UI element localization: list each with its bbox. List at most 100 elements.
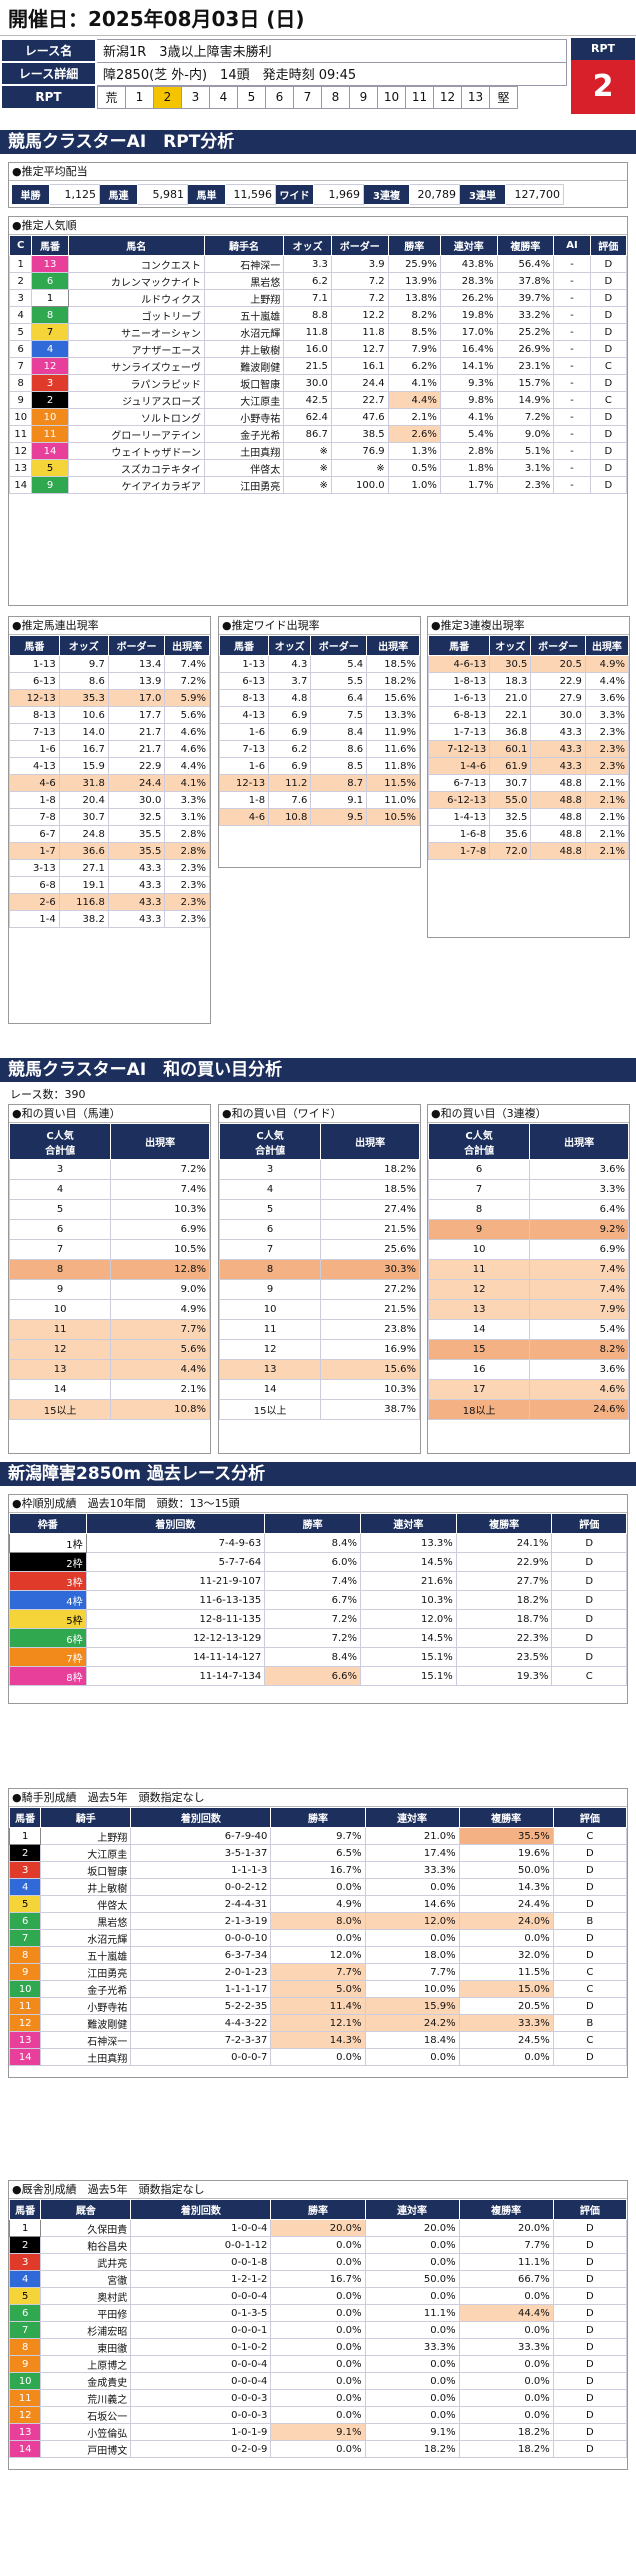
- table-cell: -: [553, 289, 591, 307]
- table-cell: 0.0%: [458, 2287, 554, 2305]
- table-cell: 10: [8, 1980, 42, 1998]
- table-cell: 18.3: [489, 672, 532, 690]
- table-row: 1-7-8 72.0 48.8 2.1%: [427, 842, 630, 860]
- table-cell: 0.0%: [270, 2321, 366, 2339]
- table-cell: 0-0-0-7: [130, 2048, 272, 2066]
- table-cell: 石神深一: [40, 2031, 132, 2049]
- table-cell: 12-13: [218, 774, 270, 792]
- table-cell: 2.6%: [387, 425, 441, 443]
- table-cell: 3.3: [283, 255, 332, 273]
- table-cell: 0.0%: [270, 2372, 366, 2390]
- table-cell: 15以上: [8, 1399, 112, 1420]
- table-row: 4 井上敏樹 0-0-2-12 0.0% 0.0% 14.3% D: [8, 1878, 628, 1896]
- table-cell: 35.5: [107, 842, 166, 860]
- table-cell: C: [551, 1666, 627, 1686]
- table-cell: 7-12-13: [427, 740, 491, 758]
- header-row: C人気 合計値 出現率: [427, 1123, 629, 1160]
- table-cell: 0-2-0-9: [130, 2440, 272, 2458]
- table-cell: D: [552, 2236, 628, 2254]
- table-row: 4-6-13 30.5 20.5 4.9%: [427, 655, 630, 673]
- col-header: 出現率: [110, 1123, 210, 1160]
- table-cell: 16.9%: [320, 1339, 420, 1360]
- table-cell: 7.2%: [164, 672, 210, 690]
- sum-umaren-table: C人気 合計値 出現率 3 7.2% 4 7.4% 5 10.3% 6 6.9% 7 10.5% 8 12…: [8, 1123, 210, 1420]
- table-cell: 38.2: [58, 910, 109, 928]
- table-cell: 17.7: [107, 706, 166, 724]
- table-cell: 9.7: [58, 655, 109, 673]
- table-cell: 0.0%: [364, 2236, 460, 2254]
- table-row: 3 坂口智康 1-1-1-3 16.7% 33.3% 50.0% D: [8, 1861, 628, 1879]
- table-cell: 33.3%: [458, 2338, 554, 2356]
- table-cell: D: [552, 2338, 628, 2356]
- table-row: 14 戸田博文 0-2-0-9 0.0% 18.2% 18.2% D: [8, 2440, 628, 2458]
- table-cell: 江田勇亮: [40, 1963, 132, 1981]
- table-cell: 0-1-0-2: [130, 2338, 272, 2356]
- table-cell: 4.4%: [164, 757, 210, 775]
- table-cell: D: [589, 408, 628, 426]
- table-cell: 10: [8, 408, 33, 426]
- table-cell: 8.4%: [264, 1533, 362, 1553]
- table-cell: D: [589, 255, 628, 273]
- table-cell: 31.8: [58, 774, 109, 792]
- table-row: 14 5.4%: [427, 1319, 629, 1340]
- col-header: オッズ: [283, 235, 332, 256]
- table-cell: 15.1%: [360, 1666, 457, 1686]
- payout-title: ●推定平均配当: [9, 163, 627, 181]
- table-cell: 0-0-0-4: [130, 2355, 272, 2373]
- table-cell: D: [589, 272, 628, 290]
- table-row: 4-6 10.8 9.5 10.5%: [218, 808, 420, 826]
- table-cell: 7.7%: [270, 1963, 366, 1981]
- table-cell: 25.2%: [496, 323, 555, 341]
- table-cell: 0-0-2-12: [130, 1878, 272, 1896]
- table-cell: 1: [8, 1827, 42, 1845]
- table-cell: 1-1-1-3: [130, 1861, 272, 1879]
- table-cell: 5.6%: [164, 706, 210, 724]
- table-cell: 江田勇亮: [203, 476, 285, 494]
- table-cell: 13: [31, 255, 69, 273]
- table-cell: 2.1%: [584, 825, 630, 843]
- table-cell: 72.0: [489, 842, 532, 860]
- col-header: 馬番: [9, 635, 60, 656]
- table-cell: 2: [8, 1844, 42, 1862]
- table-cell: 14.6%: [364, 1895, 460, 1913]
- table-row: 6-8-13 22.1 30.0 3.3%: [427, 706, 630, 724]
- table-cell: 11.1%: [458, 2253, 554, 2271]
- table-row: 11 7.7%: [8, 1319, 210, 1340]
- table-cell: 50.0%: [458, 1861, 554, 1879]
- table-row: 15以上 38.7%: [218, 1399, 420, 1420]
- table-cell: 6.2%: [387, 357, 441, 375]
- table-cell: 14: [8, 476, 33, 494]
- table-cell: 7.1: [283, 289, 332, 307]
- table-cell: D: [552, 2423, 628, 2441]
- table-cell: 20.4: [58, 791, 109, 809]
- col-header: AI: [553, 235, 591, 256]
- table-cell: D: [589, 323, 628, 341]
- rpt-value: 2: [571, 60, 635, 114]
- table-cell: 6枠: [9, 1628, 87, 1648]
- table-cell: C: [552, 1827, 628, 1845]
- table-cell: 0.0%: [270, 1929, 366, 1947]
- table-cell: ケイアイカラギア: [67, 476, 205, 494]
- table-cell: 1-8: [9, 791, 60, 809]
- sum-trio-box: ●和の買い目（3連複） C人気 合計値 出現率 6 3.6% 7 3.3% 8 6.4% 9 9.…: [427, 1104, 630, 1454]
- table-cell: 1-6-8: [427, 825, 491, 843]
- table-cell: 4-6: [218, 808, 270, 826]
- rpt-cell-8: 8: [321, 85, 350, 109]
- table-cell: D: [551, 1552, 627, 1572]
- table-cell: 1枠: [9, 1533, 87, 1553]
- col-header: 勝率: [264, 1513, 362, 1534]
- table-cell: 13.9%: [387, 272, 441, 290]
- table-cell: 48.8: [530, 825, 586, 843]
- table-row: 2-6 116.8 43.3 2.3%: [9, 893, 210, 911]
- table-cell: 1.8%: [439, 459, 498, 477]
- table-cell: ウェイトゥザドーン: [67, 442, 205, 460]
- table-cell: 4-6: [9, 774, 60, 792]
- table-row: 7-12-13 60.1 43.3 2.3%: [427, 740, 630, 758]
- table-cell: 8.2%: [387, 306, 441, 324]
- table-cell: 6.0%: [264, 1552, 362, 1572]
- table-row: 7-8 30.7 32.5 3.1%: [9, 808, 210, 826]
- trio-table: 馬番 オッズ ボーダー 出現率 4-6-13 30.5 20.5 4.9% 1-8-13 18.3…: [427, 635, 630, 860]
- table-row: 12 難波剛健 4-4-3-22 12.1% 24.2% 33.3% B: [8, 2014, 628, 2032]
- col-header: 連対率: [360, 1513, 457, 1534]
- table-cell: 4.6%: [164, 723, 210, 741]
